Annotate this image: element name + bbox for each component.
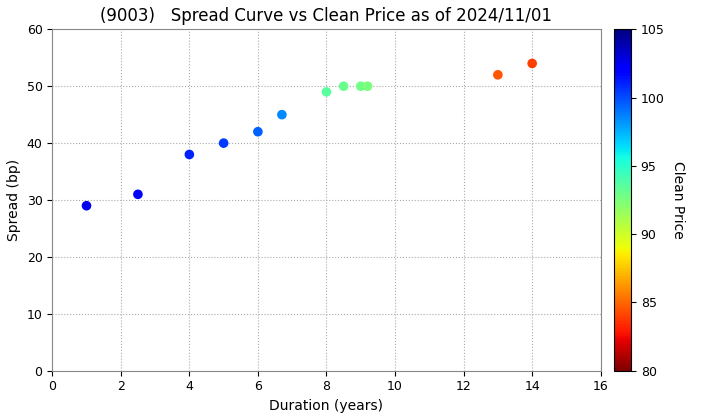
Point xyxy=(252,129,264,135)
Point xyxy=(132,191,144,198)
X-axis label: Duration (years): Duration (years) xyxy=(269,399,384,413)
Y-axis label: Spread (bp): Spread (bp) xyxy=(7,159,21,241)
Point xyxy=(338,83,349,89)
Point xyxy=(362,83,374,89)
Point xyxy=(218,140,230,147)
Point xyxy=(526,60,538,67)
Point xyxy=(355,83,366,89)
Point xyxy=(492,71,503,78)
Title: (9003)   Spread Curve vs Clean Price as of 2024/11/01: (9003) Spread Curve vs Clean Price as of… xyxy=(101,7,552,25)
Point xyxy=(276,111,288,118)
Point xyxy=(184,151,195,158)
Y-axis label: Clean Price: Clean Price xyxy=(672,161,685,239)
Point xyxy=(320,89,332,95)
Point xyxy=(81,202,92,209)
